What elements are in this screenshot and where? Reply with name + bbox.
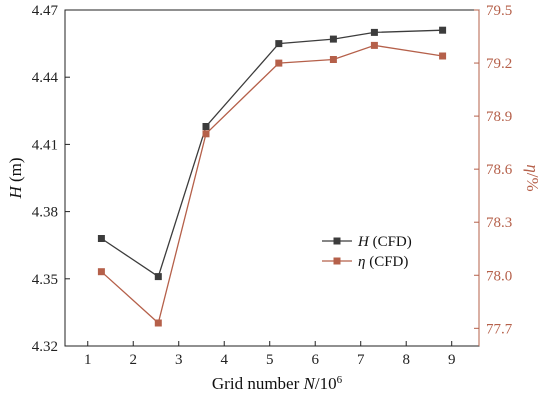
- y-right-tick-label: 77.7: [486, 321, 513, 337]
- x-tick-label: 3: [175, 352, 183, 368]
- legend-label-eta-var: η: [358, 254, 365, 270]
- series-1-point: [329, 56, 337, 63]
- y-right-tick-label: 78.0: [486, 268, 512, 284]
- x-tick-label: 2: [129, 352, 137, 368]
- y-right-tick-label: 79.2: [486, 56, 512, 72]
- legend-marker-eta: [333, 257, 341, 265]
- legend-label-h: H (CFD): [357, 234, 412, 250]
- series-1-point: [97, 268, 105, 276]
- series-1-point: [275, 59, 283, 67]
- series-1-point: [202, 130, 210, 138]
- x-tick-label: 6: [311, 352, 319, 368]
- series-0-point: [370, 28, 378, 36]
- y-right-tick-label: 78.6: [486, 162, 513, 178]
- legend-marker-h: [333, 237, 341, 245]
- y-left-tick-label: 4.41: [32, 137, 58, 153]
- legend: H (CFD) η (CFD): [322, 234, 412, 270]
- x-axis-title-var: N: [303, 374, 317, 393]
- x-tick-label: 8: [402, 352, 410, 368]
- y-right-tick-label: 79.5: [486, 3, 512, 19]
- y-right-tick-label: 78.3: [486, 215, 512, 231]
- y-left-tick-label: 4.32: [32, 339, 58, 355]
- series-layer: [97, 26, 447, 327]
- x-axis-title-exp: 6: [337, 374, 343, 386]
- y-right-tick-label: 78.9: [486, 109, 512, 125]
- y-left-axis-ticks: 4.32 4.35 4.38 4.41 4.44 4.47: [32, 3, 70, 355]
- series-0-point: [202, 123, 210, 130]
- y-left-tick-label: 4.38: [32, 205, 58, 221]
- series-0-point: [154, 273, 162, 281]
- y-left-tick-label: 4.35: [32, 272, 58, 288]
- y-left-axis-title-var: H: [6, 185, 25, 200]
- legend-label-h-var: H: [357, 234, 370, 250]
- series-1-point: [439, 52, 447, 60]
- legend-label-eta: η (CFD): [358, 254, 408, 270]
- x-tick-label: 4: [220, 352, 228, 368]
- y-left-tick-label: 4.47: [32, 3, 59, 19]
- series-0-point: [439, 26, 447, 34]
- y-right-axis-title-var: η: [523, 164, 542, 172]
- series-1-point: [370, 41, 378, 49]
- series-0-point: [329, 35, 337, 43]
- x-axis-title: Grid number N/106: [212, 374, 343, 393]
- y-right-axis-title: η/%: [523, 164, 542, 191]
- series-1-point: [154, 319, 162, 327]
- series-0-point: [275, 40, 283, 48]
- y-left-axis-title: H (m): [6, 157, 25, 199]
- x-tick-label: 1: [84, 352, 92, 368]
- y-right-axis-ticks: 77.7 78.0 78.3 78.6 78.9 79.2 79.5: [474, 3, 513, 346]
- x-tick-label: 7: [357, 352, 365, 368]
- series-line-1: [100, 44, 443, 325]
- x-axis-ticks: 1 2 3 4 5 6 7 8 9: [84, 341, 455, 368]
- series-0-point: [97, 235, 105, 242]
- y-left-tick-label: 4.44: [32, 70, 59, 86]
- x-tick-label: 5: [266, 352, 274, 368]
- x-tick-label: 9: [448, 352, 456, 368]
